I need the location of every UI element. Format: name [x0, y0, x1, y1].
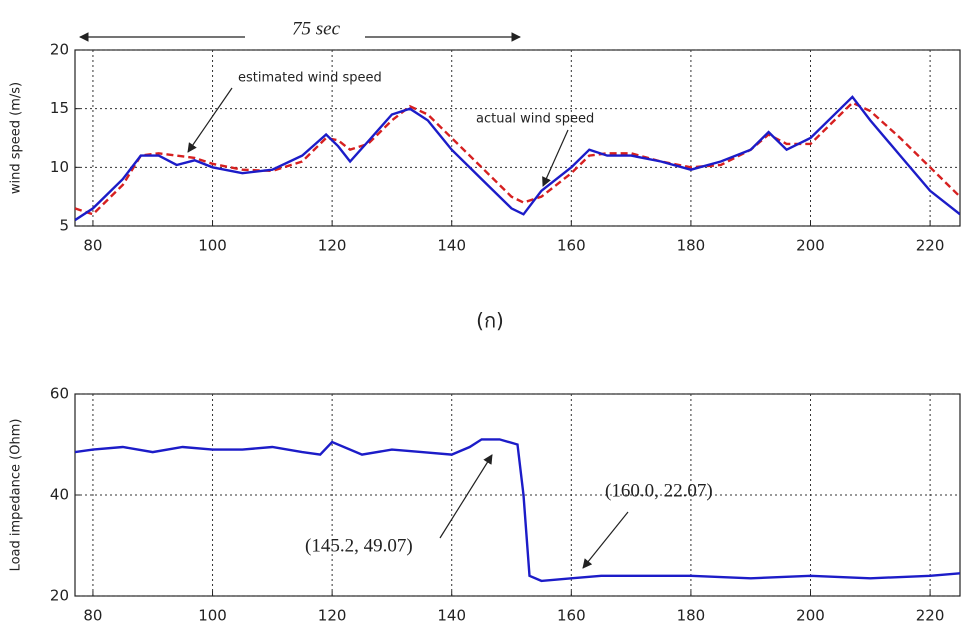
- x-tick-label: 160: [557, 237, 586, 255]
- x-tick-label: 100: [198, 607, 227, 621]
- plot-area: [74, 49, 961, 227]
- x-tick-label: 80: [83, 237, 102, 255]
- annotation: 75 sec: [292, 18, 341, 39]
- y-axis-label: wind speed (m/s): [9, 82, 24, 194]
- x-tick-label: 140: [437, 237, 466, 255]
- x-tick-label: 220: [916, 607, 945, 621]
- x-tick-label: 180: [677, 607, 706, 621]
- y-axis-label: Load impedance (Ohm): [9, 419, 24, 572]
- y-tick-label: 10: [50, 158, 69, 176]
- data-line: [75, 438, 960, 583]
- data-line: [75, 95, 960, 222]
- annotation: (160.0, 22.07): [605, 480, 713, 501]
- x-tick-label: 160: [557, 607, 586, 621]
- x-tick-label: 140: [437, 607, 466, 621]
- x-tick-label: 80: [83, 607, 102, 621]
- x-tick-label: 120: [318, 607, 347, 621]
- series-annotation: actual wind speed: [476, 112, 594, 127]
- x-tick-label: 120: [318, 237, 347, 255]
- annotation-arrow: [582, 511, 629, 569]
- y-tick-label: 5: [59, 217, 69, 235]
- series-annotation: estimated wind speed: [238, 71, 382, 86]
- x-tick-label: 200: [796, 237, 825, 255]
- x-tick-label: 100: [198, 237, 227, 255]
- annotation-arrow: [439, 454, 493, 539]
- annotation: (145.2, 49.07): [305, 535, 413, 556]
- y-tick-label: 60: [50, 385, 69, 403]
- y-tick-label: 40: [50, 486, 69, 504]
- x-tick-label: 180: [677, 237, 706, 255]
- annotation-arrow: [542, 129, 569, 187]
- annotation-arrow: [187, 87, 233, 153]
- y-tick-label: 20: [50, 587, 69, 605]
- y-tick-label: 15: [50, 99, 69, 117]
- x-tick-label: 200: [796, 607, 825, 621]
- y-tick-label: 20: [50, 41, 69, 59]
- x-tick-label: 220: [916, 237, 945, 255]
- caption: (ก): [476, 309, 504, 333]
- plot-area: [74, 393, 961, 597]
